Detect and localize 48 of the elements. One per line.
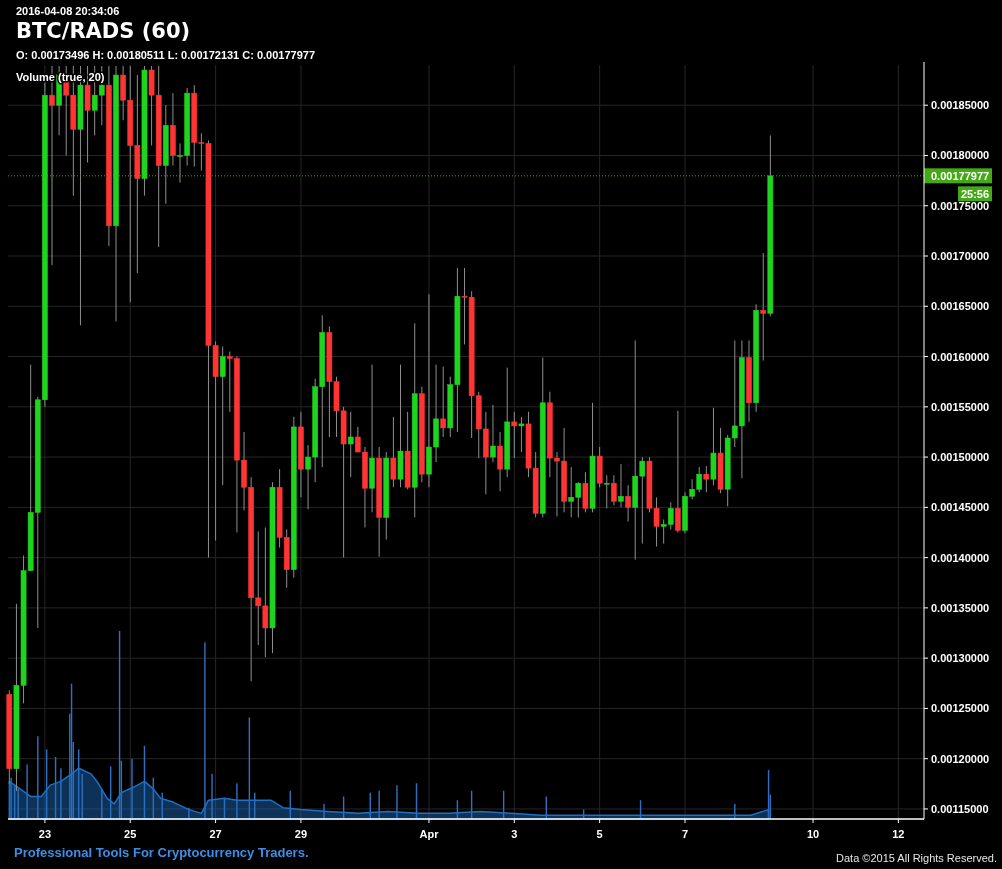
x-tick-label: 3 [511,828,518,840]
candlestick [511,411,518,459]
candlestick [347,411,354,478]
candlestick [440,366,446,438]
candlestick [611,474,617,506]
y-tick-label: 0.00140000 [931,551,990,564]
chart-title: Volume (true, 20) [16,71,105,83]
x-tick-label: Apr [419,828,440,840]
candlestick [497,431,503,492]
chart-subtitle: O: 0.00173496 H: 0.00180511 L: 0.00172131 C: 0.00177977 [16,49,316,61]
candlestick [219,345,226,486]
candlestick [603,474,610,509]
x-tick-label: 5 [596,828,603,840]
x-tick-label: 10 [806,828,820,840]
candlestick [760,252,767,362]
candlestick [390,416,397,488]
x-tick-label: 12 [892,828,905,840]
y-tick-label: 0.00160000 [931,350,990,363]
y-tick-label: 0.00155000 [931,400,990,413]
y-tick-label: 0.00180000 [931,149,990,162]
candlestick [618,463,624,508]
candlestick [490,404,496,463]
y-tick-label: 0.00135000 [931,601,990,614]
text: Data ©2015 All Rights Reserved. [836,852,997,864]
x-tick-label: 7 [681,828,689,840]
x-tick-label: 29 [294,828,308,840]
ref-line-label: 0.00177977 [931,169,990,182]
candlestick [703,465,710,493]
y-tick-label: 0.00120000 [931,752,990,765]
x-tick-label: 25 [124,828,137,840]
text: 2016-04-08 20:34:06 [16,5,120,17]
text: Professional Tools For Cryptocurrency Traders. [14,845,309,860]
y-tick-label: 0.00130000 [931,652,990,665]
text: 25:56 [960,188,990,201]
x-tick-label: 23 [38,828,52,840]
candlestick [518,416,525,453]
candlestick [675,410,681,533]
y-tick-label: 0.00150000 [931,451,990,464]
y-tick-label: 0.00170000 [931,250,990,263]
y-tick-label: 0.00125000 [931,702,990,715]
y-tick-label: 0.00145000 [931,501,990,514]
y-tick-label: 0.00175000 [931,199,990,212]
candlestick [625,484,631,522]
y-tick-label: 0.00165000 [931,300,990,313]
x-tick-label: 27 [209,828,222,840]
y-tick-label: 0.00185000 [931,99,990,112]
y-tick-label: 0.00115000 [931,802,989,815]
chart-title: BTC/RADS (60) [16,19,191,43]
